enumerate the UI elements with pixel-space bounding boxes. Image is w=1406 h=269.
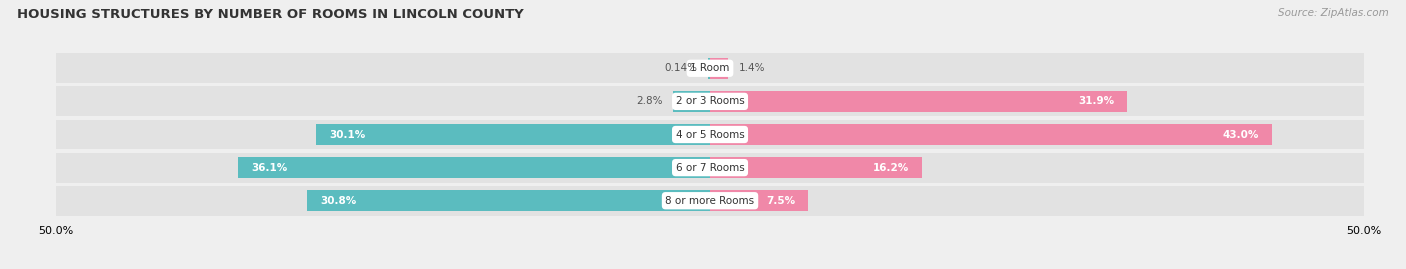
Text: 31.9%: 31.9% [1078,96,1114,107]
Bar [710,58,728,79]
Text: 30.8%: 30.8% [321,196,357,206]
Text: HOUSING STRUCTURES BY NUMBER OF ROOMS IN LINCOLN COUNTY: HOUSING STRUCTURES BY NUMBER OF ROOMS IN… [17,8,523,21]
Text: 2.8%: 2.8% [637,96,664,107]
Bar [710,157,922,178]
Text: 7.5%: 7.5% [766,196,794,206]
Text: 43.0%: 43.0% [1223,129,1260,140]
Text: 16.2%: 16.2% [873,162,908,173]
Bar [709,58,710,79]
Text: 30.1%: 30.1% [329,129,366,140]
Text: 1 Room: 1 Room [690,63,730,73]
Text: 2 or 3 Rooms: 2 or 3 Rooms [676,96,744,107]
Bar [56,87,1364,116]
Text: 6 or 7 Rooms: 6 or 7 Rooms [676,162,744,173]
Bar [710,91,1128,112]
Bar [308,190,710,211]
Bar [710,124,1272,145]
Bar [710,190,808,211]
Bar [56,186,1364,216]
Text: 8 or more Rooms: 8 or more Rooms [665,196,755,206]
Bar [316,124,710,145]
Bar [56,53,1364,83]
Text: 4 or 5 Rooms: 4 or 5 Rooms [676,129,744,140]
Bar [238,157,710,178]
Text: 36.1%: 36.1% [252,162,287,173]
Bar [56,153,1364,182]
Text: Source: ZipAtlas.com: Source: ZipAtlas.com [1278,8,1389,18]
Bar [56,120,1364,149]
Text: 1.4%: 1.4% [738,63,765,73]
Bar [673,91,710,112]
Text: 0.14%: 0.14% [665,63,697,73]
